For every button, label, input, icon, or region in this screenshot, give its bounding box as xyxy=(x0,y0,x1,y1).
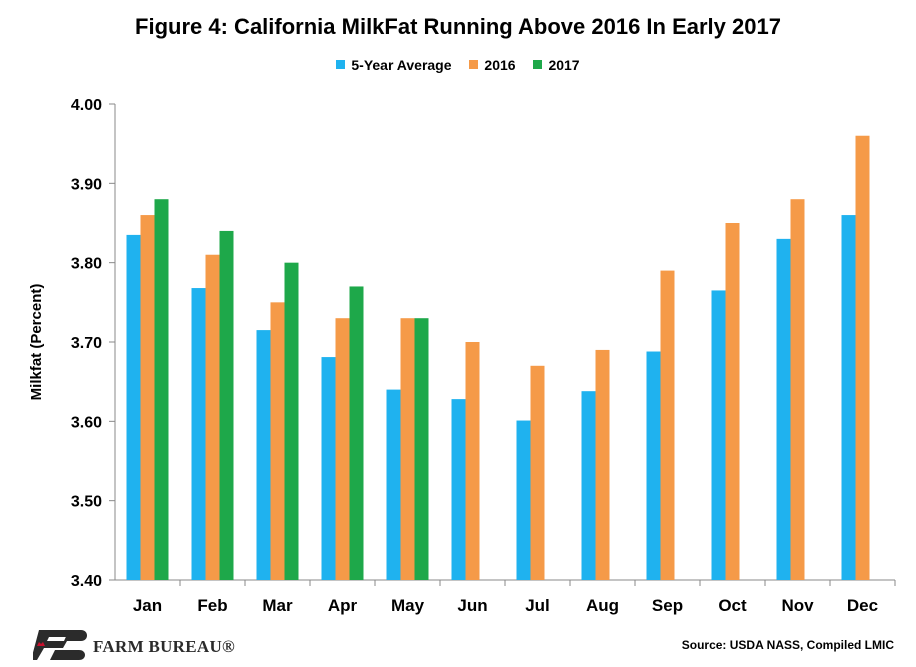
x-tick-label: Dec xyxy=(847,596,878,615)
x-tick-label: Oct xyxy=(718,596,747,615)
bar-2017-may xyxy=(414,318,429,580)
bar-2016-may xyxy=(400,318,415,580)
bar-5-year-average-jul xyxy=(516,420,531,580)
x-tick-label: Jan xyxy=(133,596,162,615)
legend-item-5-year-average: 5-Year Average xyxy=(336,56,452,73)
legend-label-2016: 2016 xyxy=(484,56,516,73)
bar-5-year-average-feb xyxy=(191,288,206,580)
chart-title: Figure 4: California MilkFat Running Abo… xyxy=(135,14,781,39)
bar-2016-mar xyxy=(270,302,285,580)
y-tick-label: 3.50 xyxy=(71,494,102,511)
y-axis-title: Milkfat (Percent) xyxy=(28,284,45,401)
legend-label-2017: 2017 xyxy=(548,56,580,73)
y-tick-label: 3.80 xyxy=(71,256,102,273)
x-tick-label: May xyxy=(391,596,425,615)
farm-bureau-logo: FARM BUREAU® xyxy=(31,628,253,662)
bar-2017-mar xyxy=(284,262,299,580)
y-tick-label: 3.90 xyxy=(71,176,102,193)
bar-2016-oct xyxy=(725,223,740,580)
x-tick-label: Jul xyxy=(525,596,550,615)
bar-2016-apr xyxy=(335,318,350,580)
legend-swatch-2016 xyxy=(469,60,479,69)
logo-text: FARM BUREAU® xyxy=(93,637,236,656)
bar-5-year-average-oct xyxy=(711,290,726,580)
bar-2016-jan xyxy=(140,215,155,581)
y-tick-label: 4.00 xyxy=(71,97,102,114)
x-tick-label: Apr xyxy=(328,596,358,615)
bar-5-year-average-nov xyxy=(776,238,791,580)
y-tick-label: 3.60 xyxy=(71,414,102,431)
x-tick-label: Aug xyxy=(586,596,619,615)
legend-item-2016: 2016 xyxy=(469,56,516,73)
bar-5-year-average-jun xyxy=(451,399,466,580)
x-tick-label: Feb xyxy=(197,596,227,615)
legend-swatch-2017 xyxy=(533,60,543,69)
bar-2016-jul xyxy=(530,365,545,580)
bar-5-year-average-mar xyxy=(256,330,271,580)
source-note: Source: USDA NASS, Compiled LMIC xyxy=(681,638,894,652)
bar-chart: 3.40 3.50 3.60 3.70 3.80 3.90 4.00 Milkfat (Per… xyxy=(28,97,896,615)
farm-bureau-logo-icon xyxy=(31,630,87,660)
x-tick-label: Sep xyxy=(652,596,683,615)
x-tick-label: Mar xyxy=(262,596,293,615)
y-tick-label: 3.40 xyxy=(71,573,102,590)
legend-item-2017: 2017 xyxy=(533,56,580,73)
bar-2017-feb xyxy=(219,230,234,580)
bar-5-year-average-jan xyxy=(126,234,141,580)
bar-2016-aug xyxy=(595,349,610,580)
bar-2016-nov xyxy=(790,199,805,580)
bar-5-year-average-apr xyxy=(321,357,336,580)
legend-label-5-year-average: 5-Year Average xyxy=(351,56,452,73)
bar-5-year-average-aug xyxy=(581,391,596,580)
y-tick-label: 3.70 xyxy=(71,335,102,352)
bar-5-year-average-dec xyxy=(841,215,856,581)
legend: 5-Year Average 2016 2017 xyxy=(0,56,916,73)
bar-5-year-average-may xyxy=(386,389,401,580)
bar-2016-dec xyxy=(855,135,870,580)
legend-swatch-5-year-average xyxy=(336,60,346,69)
bar-2017-apr xyxy=(349,286,364,580)
x-tick-label: Jun xyxy=(457,596,487,615)
bar-2016-feb xyxy=(205,254,220,580)
bar-2016-jun xyxy=(465,342,480,580)
bar-2016-sep xyxy=(660,270,675,580)
bar-2017-jan xyxy=(154,199,169,580)
bar-5-year-average-sep xyxy=(646,351,661,580)
x-tick-label: Nov xyxy=(781,596,814,615)
